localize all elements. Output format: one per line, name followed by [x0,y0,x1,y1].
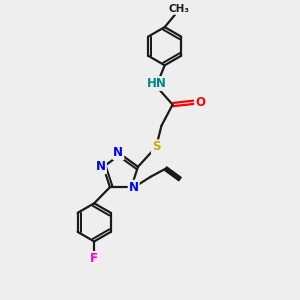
Text: CH₃: CH₃ [169,4,190,14]
Text: S: S [152,140,161,153]
Text: HN: HN [146,77,167,90]
Text: N: N [96,160,106,173]
Text: N: N [113,146,123,159]
Text: F: F [90,252,98,265]
Text: N: N [129,181,139,194]
Text: O: O [195,96,205,109]
